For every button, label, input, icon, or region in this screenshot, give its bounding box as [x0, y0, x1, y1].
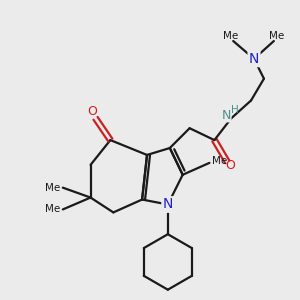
Text: Me: Me [269, 31, 284, 41]
Text: N: N [249, 52, 259, 66]
Text: Me: Me [212, 156, 228, 166]
Text: Me: Me [223, 31, 238, 41]
Text: Me: Me [45, 204, 60, 214]
Text: H: H [231, 105, 239, 116]
Text: O: O [225, 159, 235, 172]
Text: N: N [163, 197, 173, 212]
Text: N: N [222, 109, 231, 122]
Text: Me: Me [45, 183, 60, 193]
Text: O: O [88, 105, 98, 118]
